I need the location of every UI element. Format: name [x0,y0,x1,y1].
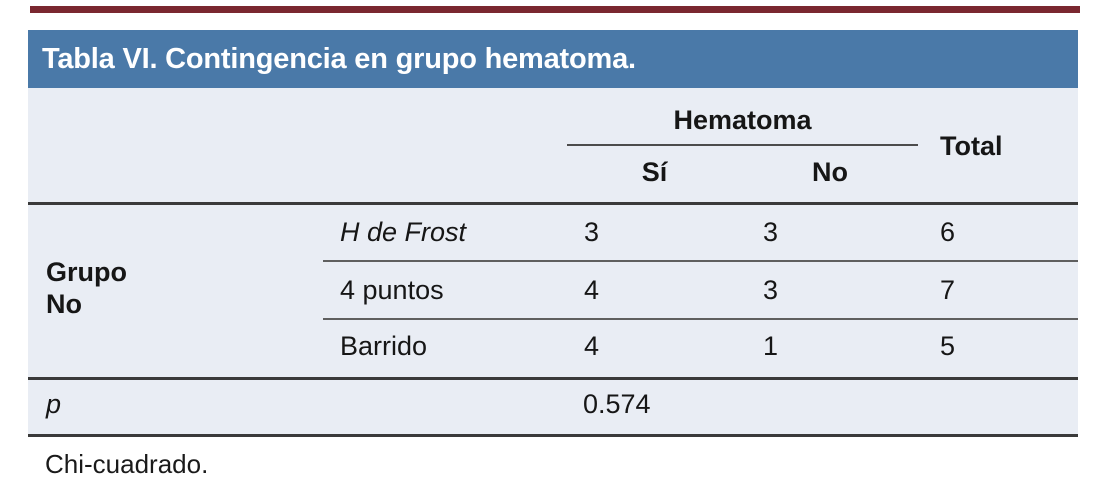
body-separator-rule [28,377,1078,380]
column-group-header-hematoma: Hematoma [673,105,812,135]
cell-total: 5 [940,331,956,361]
row-separator-rule [323,260,1078,262]
bottom-rule [28,434,1078,437]
header-separator-rule [28,202,1078,205]
table-body-panel: Hematoma Sí No Total Grupo No H de Frost… [28,88,1078,437]
top-accent-bar [30,6,1080,13]
row-group-label: Grupo No [46,257,127,319]
table-title: Tabla VI. Contingencia en grupo hematoma… [42,42,636,75]
cell-no: 3 [763,275,779,305]
table-footnote: Chi-cuadrado. [45,449,209,479]
cell-si: 4 [584,331,600,361]
cell-si: 3 [584,217,600,247]
cell-no: 3 [763,217,779,247]
column-header-si: Sí [641,157,668,187]
cell-no: 1 [763,331,779,361]
row-label: Barrido [340,331,428,361]
cell-total: 7 [940,275,956,305]
row-separator-rule [323,318,1078,320]
p-row-label: p [46,389,62,419]
cell-si: 4 [584,275,600,305]
p-value: 0.574 [583,389,651,419]
cell-total: 6 [940,217,956,247]
row-label: 4 puntos [340,275,444,305]
row-label: H de Frost [340,217,467,247]
column-header-no: No [812,157,848,187]
hematoma-underline-rule [567,144,918,146]
column-header-total: Total [940,131,1003,161]
table-title-bar: Tabla VI. Contingencia en grupo hematoma… [28,30,1078,88]
